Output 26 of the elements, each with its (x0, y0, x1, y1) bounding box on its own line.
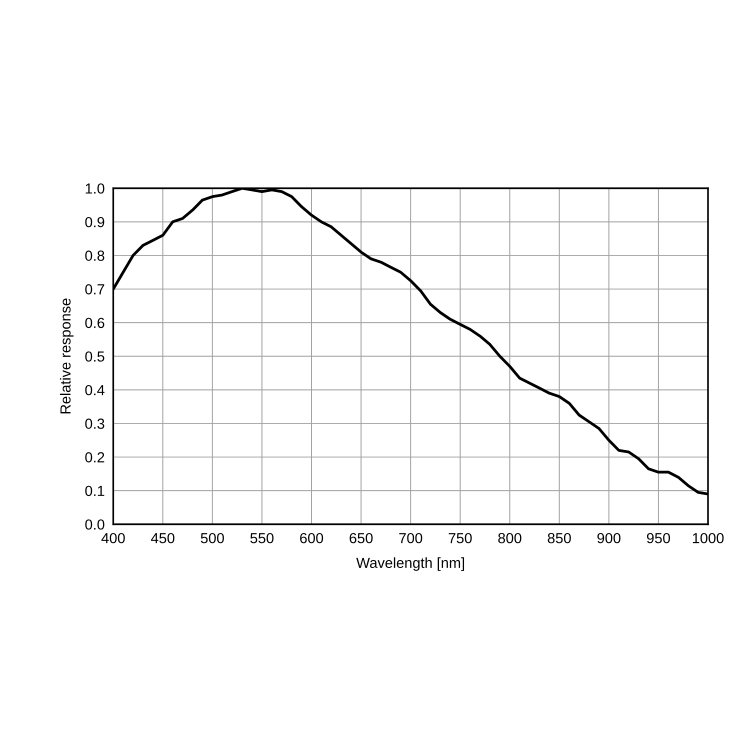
x-tick-label: 450 (150, 532, 174, 544)
x-tick-label: 900 (597, 532, 620, 544)
x-tick-label: 400 (101, 532, 125, 544)
x-tick-label: 700 (399, 532, 422, 544)
x-tick-label: 1000 (692, 532, 724, 544)
x-axis-title: Wavelength [nm] (356, 557, 464, 571)
y-tick-label: 0.4 (85, 384, 104, 396)
x-tick-label: 650 (350, 532, 373, 544)
x-tick-label: 850 (548, 532, 571, 544)
y-tick-label: 0.8 (85, 250, 104, 261)
x-tick-label: 950 (646, 532, 670, 544)
y-tick-label: 0.1 (85, 486, 104, 496)
y-tick-label: 0.6 (85, 318, 104, 328)
x-tick-label: 550 (250, 532, 274, 544)
y-axis-title: Relative response (60, 298, 74, 414)
y-tick-label: 0.7 (85, 284, 104, 294)
y-tick-label: 0.0 (85, 519, 104, 530)
y-tick-label: 0.9 (85, 216, 104, 228)
x-tick-label: 600 (300, 532, 324, 544)
x-tick-label: 800 (498, 532, 522, 544)
y-tick-label: 1.0 (86, 183, 104, 194)
y-tick-label: 0.5 (85, 351, 104, 362)
y-tick-label: 0.2 (85, 452, 104, 462)
x-tick-label: 500 (200, 532, 224, 544)
y-tick-label: 0.3 (85, 418, 104, 429)
x-tick-label: 750 (448, 532, 472, 544)
